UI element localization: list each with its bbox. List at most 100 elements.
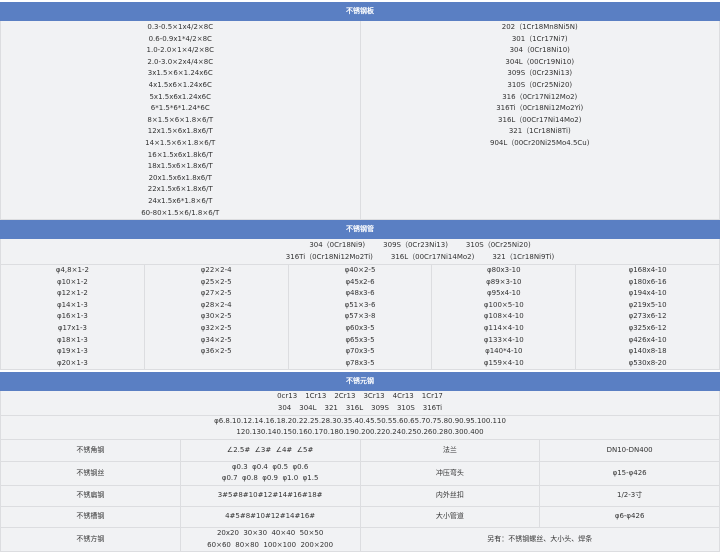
spec-item: φ4,8×1-2 [55, 266, 89, 275]
spec-item: 0.3-0.5×1x4/2×8C [147, 23, 214, 31]
spec-item: 60-80×1.5×6/1.8×6/T [141, 208, 220, 217]
bar-table: 不锈元钢 0cr13 1Cr13 2Cr13 3Cr13 4Cr13 1Cr17 304 30… [0, 372, 720, 552]
pipe-size-column: φ168x4-10 φ180x6-16 φ194x4-10 φ219x5-10 φ273… [575, 264, 720, 371]
grade-item: 304（0Cr18Ni9) [309, 241, 366, 249]
spec-item: φ168x4-10 [628, 266, 667, 275]
spec-item: 3x1.5×6×1.24x6C [147, 69, 213, 78]
row-label: 不锈扁钢 [0, 485, 181, 507]
spec-item: φ89×3-10 [486, 277, 522, 286]
grade-item: 316Ti [422, 404, 443, 413]
row-value-2: 1/2-3寸 [539, 485, 720, 507]
spec-item: 12x1.5×6x1.8x6/T [147, 127, 213, 136]
pipe-size-column: φ22×2-4 φ25×2-5 φ27×2-5 φ28×2-4 φ30×2-5 φ32×2… [143, 264, 289, 371]
grade-item: 0cr13 [277, 392, 298, 401]
spec-item: φ180x6-16 [628, 277, 667, 286]
grade-item: 310S（0Cr25Ni20) [465, 241, 531, 249]
spec-line: φ0.7 φ0.8 φ0.9 φ1.0 φ1.5 [221, 474, 319, 483]
row-label-2: 冲压弯头 [359, 460, 541, 487]
spec-line: ∠2.5# ∠3# ∠4# ∠5# [226, 445, 314, 454]
spec-item: 2.0-3.0×2x4/4×8C [147, 57, 214, 66]
spec-item: φ100×5-10 [483, 300, 524, 309]
spec-item: φ194x4-10 [628, 289, 667, 298]
spec-item: φ70x3-5 [345, 347, 375, 356]
spec-line: 3#5#8#10#12#14#16#18# [217, 491, 323, 500]
spec-item: φ273x6-12 [628, 312, 667, 321]
spec-item: φ426x4-10 [628, 335, 667, 344]
grade-item: 2Cr13 [334, 392, 356, 401]
spec-item: φ133×4-10 [483, 335, 524, 344]
spec-item: φ28×2-4 [200, 300, 232, 309]
row-label-2: 内外丝扣 [359, 485, 541, 507]
pipe-table: 不锈钢管 304（0Cr18Ni9) 309S（0Cr23Ni13) 310S（0C… [0, 220, 720, 371]
grade-item: 321（1Cr18Ni9Ti) [492, 252, 555, 261]
bar-row: 不锈角钢 ∠2.5# ∠3# ∠4# ∠5# 法兰 DN10-DN400 [0, 438, 720, 462]
spec-item: φ18×1-3 [56, 335, 88, 344]
grade-item: 316L [345, 404, 364, 413]
pipe-size-column: φ40×2-5 φ45x2-6 φ48x3-6 φ51×3-6 φ57×3-8 φ60x3… [287, 264, 433, 371]
spec-item: φ25×2-5 [200, 277, 232, 286]
spec-item: 304L（00Cr19Ni10) [505, 57, 575, 66]
spec-item: φ78x3-5 [345, 358, 375, 367]
spec-item: φ219x5-10 [628, 300, 667, 309]
grade-item: 1Cr17 [421, 392, 443, 401]
spec-item: 0.6-0.9x1*4/2×8C [148, 34, 212, 43]
spec-item: φ20×1-3 [56, 358, 88, 367]
row-specs: φ0.3 φ0.4 φ0.5 φ0.6 φ0.7 φ0.8 φ0.9 φ1.0 φ… [179, 460, 361, 487]
spec-item: 904L（00Cr20Ni25Mo4.5Cu) [490, 138, 590, 147]
spec-item: φ17x1-3 [57, 324, 87, 333]
spec-item: 316（0Cr17Ni12Mo2) [502, 92, 578, 101]
spec-item: 310S（0Cr25Ni20) [507, 80, 573, 89]
row-label: 不锈钢丝 [0, 460, 181, 487]
bar-grades: 0cr13 1Cr13 2Cr13 3Cr13 4Cr13 1Cr17 304 304L 321… [0, 390, 720, 416]
spec-item: φ45x2-6 [345, 277, 375, 286]
pipe-grades: 304（0Cr18Ni9) 309S（0Cr23Ni13) 310S（0Cr25Ni… [0, 238, 720, 266]
bar-row: 不锈扁钢 3#5#8#10#12#14#16#18# 内外丝扣 1/2-3寸 [0, 485, 720, 507]
spec-item: φ40×2-5 [344, 266, 376, 275]
spec-item: φ22×2-4 [200, 266, 232, 275]
row-label-2: 法兰 [359, 438, 541, 462]
grade-item: 4Cr13 [392, 392, 414, 401]
spec-item: φ12×1-2 [56, 289, 88, 298]
row-label-2: 大小管道 [359, 506, 541, 528]
spec-item: 24x1.5x6*1.8×6/T [148, 196, 213, 205]
spec-item: φ60x3-5 [345, 324, 375, 333]
spec-item: φ16×1-3 [56, 312, 88, 321]
spec-item: 202（1Cr18Mn8Ni5N) [501, 23, 578, 31]
spec-item: φ140*4-10 [485, 347, 523, 356]
spec-item: φ19×1-3 [56, 347, 88, 356]
spec-item: 5x1.5x6x1.24x6C [149, 92, 212, 101]
spec-item: 309S（0Cr23Ni13) [507, 69, 573, 78]
spec-item: 316Ti（0Cr18Ni12Mo2Yi) [496, 104, 584, 113]
plate-grades: 202（1Cr18Mn8Ni5N) 301（1Cr17Ni7) 304（0Cr18N… [359, 19, 720, 221]
spec-item: φ325x6-12 [628, 324, 667, 333]
grade-item: 316Ti（0Cr18Ni12Mo2Ti) [285, 252, 373, 261]
row-specs: ∠2.5# ∠3# ∠4# ∠5# [179, 438, 361, 462]
spec-item: φ114×4-10 [483, 324, 524, 333]
plate-sizes: 0.3-0.5×1x4/2×8C 0.6-0.9x1*4/2×8C 1.0-2.0×… [0, 19, 361, 221]
spec-item: φ36×2-5 [200, 347, 232, 356]
row-specs: 3#5#8#10#12#14#16#18# [179, 485, 361, 507]
spec-item: 14×1.5×6×1.8×6/T [145, 138, 216, 147]
spec-item: φ57×3-8 [344, 312, 376, 321]
spec-line: 4#5#8#10#12#14#16# [225, 512, 316, 521]
row-value-2: DN10-DN400 [539, 438, 720, 462]
row-value-2: φ15-φ426 [539, 460, 720, 487]
grade-item: 316L（00Cr17Ni14Mo2) [390, 252, 475, 261]
spec-line: 60×60 80×80 100×100 200×200 [207, 540, 334, 549]
spec-item: 304（0Cr18Ni10) [509, 46, 570, 55]
spec-item: 316L（00Cr17Ni14Mo2) [498, 115, 582, 124]
grade-item: 309S [371, 404, 389, 413]
grade-item: 3Cr13 [363, 392, 385, 401]
spec-item: 321（1Cr18Ni8Ti) [508, 127, 571, 136]
spec-line: 20x20 30×30 40×40 50×50 [216, 529, 324, 537]
spec-item: 18x1.5x6×1.8x6/T [147, 162, 213, 171]
spec-item: 8×1.5×6×1.8×6/T [147, 115, 214, 124]
spec-item: φ32×2-5 [200, 324, 232, 333]
spec-item: φ27×2-5 [200, 289, 232, 298]
spec-item: φ51×3-6 [344, 300, 376, 309]
spec-item: 1.0-2.0×1×4/2×8C [146, 46, 214, 55]
spec-item: 301（1Cr17Ni7) [511, 34, 568, 43]
spec-item: 22x1.5x6×1.8x6/T [147, 185, 213, 194]
spec-item: φ14×1-3 [56, 300, 88, 309]
row-specs: 4#5#8#10#12#14#16# [179, 506, 361, 528]
